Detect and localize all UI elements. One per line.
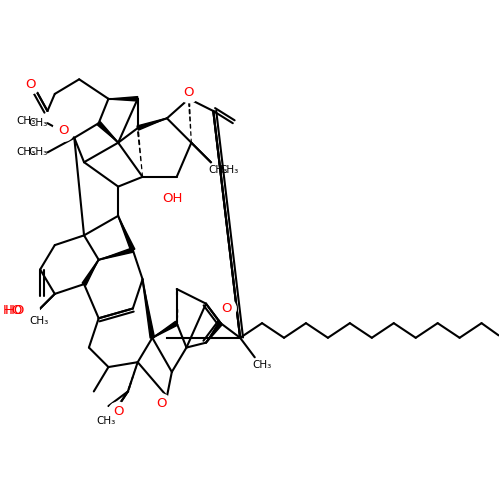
- Text: CH₃: CH₃: [220, 164, 239, 174]
- Polygon shape: [142, 280, 154, 338]
- Text: CH₃: CH₃: [16, 148, 36, 158]
- Circle shape: [12, 298, 39, 324]
- Circle shape: [216, 299, 236, 318]
- Circle shape: [12, 298, 39, 324]
- Polygon shape: [152, 322, 178, 338]
- Text: CH₃: CH₃: [30, 316, 49, 326]
- Text: O: O: [25, 78, 35, 90]
- Polygon shape: [108, 96, 138, 101]
- Text: O: O: [184, 86, 194, 100]
- Text: CH₃: CH₃: [28, 118, 48, 128]
- Circle shape: [108, 402, 128, 421]
- Text: CH₃: CH₃: [208, 164, 228, 174]
- Polygon shape: [118, 216, 135, 251]
- Text: CH₃: CH₃: [252, 360, 272, 370]
- Polygon shape: [206, 322, 222, 343]
- Circle shape: [152, 394, 171, 413]
- Circle shape: [53, 120, 74, 141]
- Text: O: O: [113, 406, 124, 418]
- Text: CH₃: CH₃: [28, 148, 48, 158]
- Text: O: O: [156, 397, 166, 410]
- Polygon shape: [97, 122, 118, 142]
- Text: CH₃: CH₃: [16, 116, 36, 126]
- Text: OH: OH: [162, 192, 182, 205]
- Circle shape: [148, 184, 176, 214]
- Text: HO: HO: [2, 304, 23, 318]
- Text: O: O: [221, 302, 232, 315]
- Text: HO: HO: [5, 304, 25, 318]
- Text: O: O: [58, 124, 69, 137]
- Polygon shape: [137, 118, 167, 130]
- Circle shape: [179, 83, 199, 102]
- Polygon shape: [98, 248, 134, 260]
- Text: CH₃: CH₃: [96, 416, 116, 426]
- Polygon shape: [82, 260, 98, 285]
- Circle shape: [20, 74, 40, 94]
